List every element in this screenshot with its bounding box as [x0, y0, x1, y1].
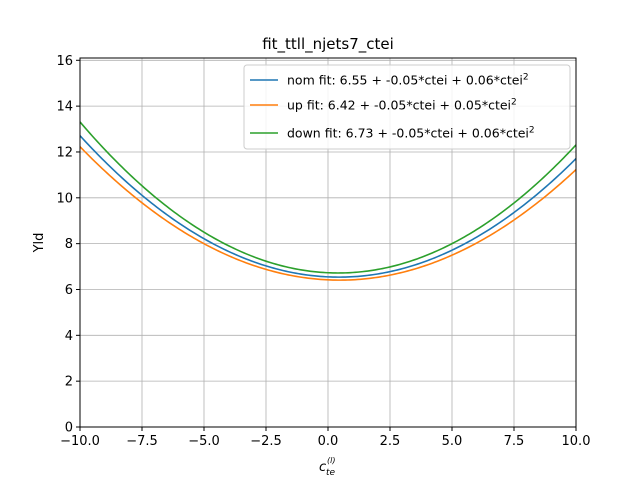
y-tick-label: 0 [65, 421, 73, 436]
x-tick-label: 10.0 [562, 434, 591, 449]
legend: nom fit: 6.55 + -0.05*ctei + 0.06*ctei2u… [243, 64, 571, 150]
x-axis-label-main: c [319, 460, 326, 475]
legend-label-superscript: 2 [529, 126, 535, 136]
x-tick-label: 0.0 [318, 434, 339, 449]
legend-label-text: nom fit: 6.55 + -0.05*ctei + 0.06*ctei [287, 73, 523, 88]
chart-title: fit_ttll_njets7_ctei [262, 35, 394, 54]
x-tick-label: −2.5 [250, 434, 282, 449]
y-tick-label: 6 [65, 283, 73, 298]
x-tick-label: −5.0 [188, 434, 220, 449]
legend-label-text: down fit: 6.73 + -0.05*ctei + 0.06*ctei [287, 126, 529, 141]
x-tick-label: −7.5 [126, 434, 158, 449]
series-line-0 [79, 135, 577, 278]
y-axis-label: Yld [32, 233, 47, 254]
x-tick-label: −10.0 [60, 434, 100, 449]
x-axis-label-sup: (l) [327, 456, 335, 465]
legend-label-superscript: 2 [511, 98, 517, 108]
y-tick-label: 2 [65, 375, 73, 390]
y-tick-label: 16 [56, 54, 73, 69]
legend-label-2: down fit: 6.73 + -0.05*ctei + 0.06*ctei2 [287, 126, 535, 141]
series-line-1 [79, 146, 577, 281]
y-tick-label: 12 [56, 145, 73, 160]
y-tick-label: 4 [65, 329, 73, 344]
x-axis-ticks: −10.0 −7.5 −5.0 −2.5 0.0 2.5 5.0 7.5 10.0 [60, 427, 590, 449]
x-axis-label-sub: te [326, 468, 336, 478]
x-axis-label: c te (l) [319, 456, 336, 478]
x-tick-label: 2.5 [380, 434, 401, 449]
y-tick-label: 10 [56, 191, 73, 206]
x-tick-label: 7.5 [504, 434, 525, 449]
legend-label-superscript: 2 [523, 73, 529, 83]
series-lines [79, 121, 577, 281]
legend-label-0: nom fit: 6.55 + -0.05*ctei + 0.06*ctei2 [287, 73, 529, 88]
x-tick-label: 5.0 [442, 434, 463, 449]
series-line-2 [79, 121, 577, 274]
y-tick-label: 14 [56, 100, 73, 115]
y-tick-label: 8 [65, 237, 73, 252]
y-axis-ticks: 0 2 4 6 8 10 12 14 16 [56, 54, 80, 436]
legend-label-1: up fit: 6.42 + -0.05*ctei + 0.05*ctei2 [287, 98, 517, 113]
legend-box [243, 64, 571, 150]
legend-label-text: up fit: 6.42 + -0.05*ctei + 0.05*ctei [287, 98, 511, 113]
legend-entries: nom fit: 6.55 + -0.05*ctei + 0.06*ctei2u… [250, 73, 535, 141]
